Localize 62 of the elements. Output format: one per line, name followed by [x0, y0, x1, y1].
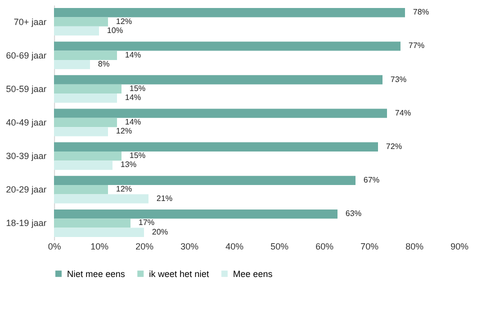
- x-tick-label: 40%: [225, 242, 244, 252]
- data-label: 78%: [413, 8, 430, 17]
- data-label: 77%: [408, 41, 425, 50]
- bar: [54, 50, 117, 60]
- x-tick-label: 60%: [315, 242, 334, 252]
- data-label: 21%: [156, 194, 173, 203]
- bar: [54, 94, 117, 103]
- data-label: 14%: [125, 93, 142, 102]
- x-tick-label: 0%: [48, 242, 62, 252]
- y-tick-label: 50-59 jaar: [6, 84, 46, 94]
- bar: [54, 84, 122, 94]
- data-label: 12%: [116, 16, 132, 26]
- data-label: 15%: [130, 84, 146, 93]
- data-label: 15%: [130, 151, 146, 160]
- y-tick-label: 60-69 jaar: [6, 50, 46, 60]
- y-tick-label: 70+ jaar: [14, 16, 46, 27]
- data-label: 14%: [125, 118, 142, 126]
- x-tick-label: 50%: [270, 242, 289, 252]
- x-tick-label: 70%: [360, 242, 379, 252]
- bar: [54, 26, 99, 36]
- bar: [54, 228, 144, 237]
- legend-label: Niet mee eens: [67, 268, 126, 279]
- bar: [54, 218, 130, 228]
- bar: [54, 118, 117, 128]
- x-tick-label: 20%: [135, 242, 154, 252]
- data-label: 17%: [138, 218, 155, 228]
- data-label: 72%: [386, 142, 402, 151]
- bar: [54, 8, 405, 18]
- data-label: 12%: [116, 184, 132, 194]
- bar: [54, 17, 108, 26]
- bar: [54, 176, 356, 186]
- data-label: 14%: [125, 50, 142, 60]
- bar: [54, 194, 148, 204]
- legend-label: ik weet het niet: [149, 268, 210, 279]
- data-label: 63%: [346, 209, 362, 218]
- bar: [54, 160, 112, 170]
- y-tick-label: 30-39 jaar: [6, 151, 46, 162]
- y-tick-label: 40-49 jaar: [6, 118, 46, 128]
- bar: [54, 42, 400, 51]
- legend-label: Mee eens: [233, 268, 274, 279]
- bar: [54, 127, 108, 136]
- data-label: 12%: [116, 126, 132, 136]
- bar: [54, 60, 90, 70]
- x-tick-label: 90%: [450, 242, 469, 252]
- x-tick-label: 30%: [180, 242, 199, 252]
- y-tick-label: 18-19 jaar: [6, 218, 46, 228]
- bar: [54, 142, 378, 152]
- data-label: 13%: [120, 160, 137, 170]
- data-label: 20%: [152, 227, 168, 236]
- data-label: 73%: [390, 74, 407, 84]
- bar: [54, 108, 387, 118]
- x-tick-label: 10%: [90, 242, 109, 252]
- bar: [54, 151, 122, 161]
- data-label: 67%: [364, 175, 380, 184]
- data-label: 10%: [107, 26, 124, 35]
- x-tick-label: 80%: [405, 242, 424, 252]
- bar: [54, 209, 338, 219]
- bar: [54, 75, 382, 84]
- y-tick-label: 20-29 jaar: [6, 184, 46, 195]
- bar: [54, 185, 108, 194]
- data-label: 74%: [395, 108, 412, 118]
- data-label: 8%: [98, 60, 110, 69]
